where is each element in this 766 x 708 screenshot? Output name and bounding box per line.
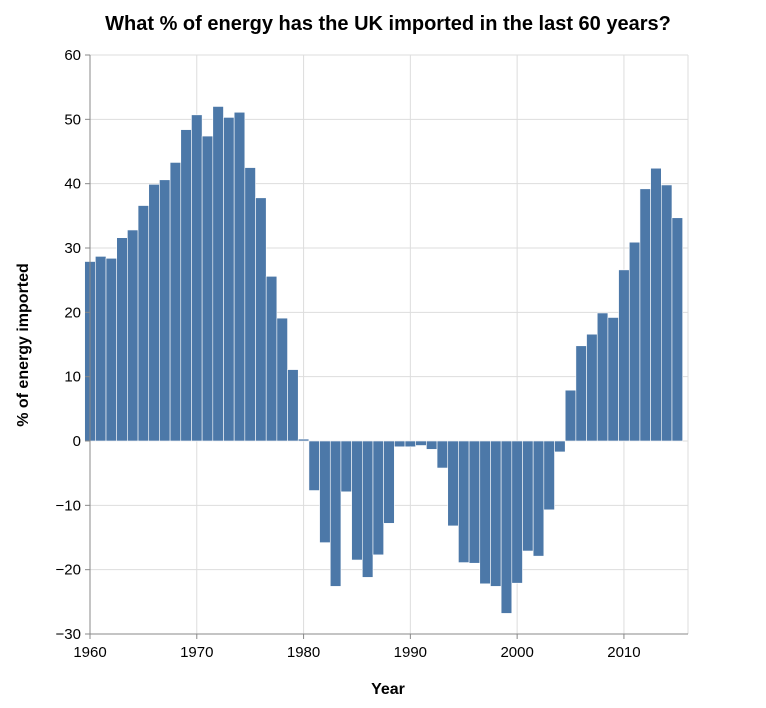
bar-2008 (596, 312, 609, 442)
bar-2014 (661, 184, 673, 442)
y-tick-label: 10 (64, 369, 81, 386)
bar-2013 (650, 167, 662, 442)
bar-1992 (426, 440, 438, 450)
bar-2006 (575, 345, 587, 442)
bar-1967 (159, 179, 171, 442)
bar-1996 (468, 440, 481, 564)
bar-1982 (319, 440, 331, 543)
x-axis-title: Year (371, 681, 405, 698)
bars (84, 106, 683, 614)
bar-2000 (511, 440, 523, 584)
x-tick-label: 1970 (180, 644, 213, 661)
bar-1999 (500, 440, 513, 614)
bar-2015 (671, 217, 683, 442)
bar-1974 (233, 111, 246, 442)
chart-title: What % of energy has the UK imported in … (105, 13, 671, 35)
x-tick-label: 1980 (287, 644, 320, 661)
bar-1993 (436, 440, 449, 469)
bar-1991 (415, 440, 427, 446)
bar-1981 (308, 440, 320, 491)
bar-1973 (223, 117, 235, 442)
bar-1964 (127, 229, 139, 442)
x-tick-label: 1960 (73, 644, 106, 661)
bar-1987 (372, 440, 384, 556)
bar-1998 (490, 440, 502, 587)
bar-1977 (265, 276, 278, 442)
bar-1995 (458, 440, 470, 563)
x-tick-label: 2000 (500, 644, 533, 661)
bar-2012 (639, 188, 651, 442)
bar-1972 (212, 106, 224, 442)
y-tick-label: 60 (64, 47, 81, 64)
y-tick-label: 0 (73, 433, 81, 450)
bar-1983 (329, 440, 342, 587)
y-tick-label: 20 (64, 304, 81, 321)
bar-1985 (351, 440, 363, 561)
bar-1970 (191, 114, 203, 442)
bar-1968 (169, 162, 182, 442)
bar-2004 (554, 440, 566, 453)
y-axis-title: % of energy imported (15, 263, 32, 427)
y-tick-label: −20 (56, 562, 81, 579)
bar-2010 (618, 269, 630, 442)
x-tick-label: 2010 (607, 644, 640, 661)
bar-1962 (105, 257, 117, 442)
x-tick-label: 1990 (394, 644, 427, 661)
bar-1966 (148, 184, 160, 442)
bar-2005 (564, 389, 577, 442)
y-tick-label: −30 (56, 626, 81, 643)
bar-1979 (287, 369, 299, 442)
y-tick-label: −10 (56, 497, 81, 514)
y-tick-label: 30 (64, 240, 81, 257)
bar-1963 (116, 237, 128, 442)
bar-1971 (201, 135, 214, 442)
axes: −30 −20 −10 0 10 20 30 40 50 60 1960 1970 1980 1990 20… (56, 47, 688, 661)
bar-2009 (607, 317, 619, 442)
bar-1988 (383, 440, 395, 524)
bar-1975 (244, 167, 256, 442)
bar-2003 (543, 440, 555, 511)
y-tick-label: 50 (64, 111, 81, 128)
bar-2011 (628, 241, 641, 442)
bar-1994 (447, 440, 459, 527)
bar-2002 (532, 440, 545, 557)
bar-1990 (404, 440, 416, 448)
bar-1997 (479, 440, 491, 585)
y-tick-label: 40 (64, 176, 81, 193)
bar-2007 (586, 333, 598, 442)
bar-1961 (95, 256, 107, 442)
bar-1969 (180, 129, 192, 442)
bar-1978 (276, 317, 288, 442)
bar-1976 (255, 197, 267, 442)
bar-1965 (137, 205, 150, 442)
bar-1986 (362, 440, 374, 578)
bar-2001 (522, 440, 534, 552)
bar-1989 (394, 440, 406, 448)
bar-1980 (297, 438, 310, 442)
bar-1984 (340, 440, 352, 493)
